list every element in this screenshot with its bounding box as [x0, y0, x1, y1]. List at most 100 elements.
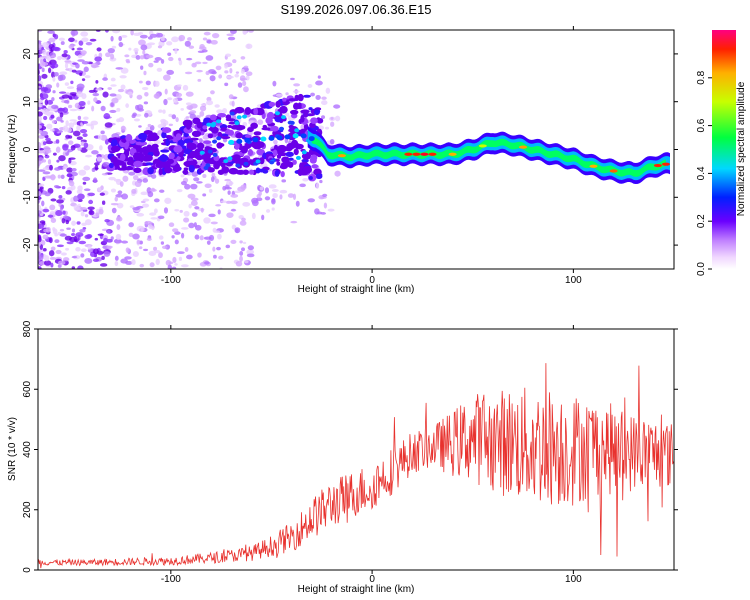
noise-blob [132, 112, 137, 117]
noise-blob [103, 113, 111, 120]
noise-blob [60, 119, 64, 123]
noise-blob [46, 99, 54, 105]
noise-blob [56, 116, 63, 122]
noise-blob [195, 115, 201, 119]
noise-blob [38, 129, 43, 134]
noise-blob [38, 210, 42, 215]
noise-blob [121, 193, 129, 200]
noise-blob [154, 80, 160, 87]
noise-blob [62, 107, 69, 113]
noise-blob [38, 157, 43, 161]
noise-blob [42, 167, 49, 171]
noise-blob [206, 240, 211, 245]
noise-blob [138, 39, 146, 46]
spec-ytick-label: 0 [22, 146, 33, 152]
signal-blob [274, 169, 280, 177]
spectrogram-xlabel: Height of straight line (km) [298, 284, 415, 295]
signal-blob [133, 167, 142, 174]
noise-blob [142, 203, 150, 208]
signal-blob [297, 102, 302, 109]
signal-blob-bright [199, 150, 205, 155]
noise-blob [275, 93, 283, 97]
ridge-blob [260, 136, 267, 142]
noise-blob [71, 255, 78, 259]
noise-blob [162, 109, 166, 114]
noise-blob [51, 63, 59, 69]
noise-blob [138, 80, 143, 84]
noise-blob [285, 92, 289, 96]
noise-blob [56, 199, 64, 204]
noise-blob [168, 222, 175, 228]
noise-blob [214, 104, 220, 108]
noise-blob [271, 188, 279, 192]
noise-blob [100, 134, 108, 141]
noise-blob [243, 65, 249, 69]
signal-blob [259, 157, 265, 165]
noise-blob [135, 55, 141, 60]
noise-blob [125, 260, 133, 265]
noise-blob [107, 87, 112, 90]
noise-blob [231, 224, 237, 230]
noise-blob [193, 177, 200, 182]
noise-blob [38, 111, 43, 117]
noise-blob [197, 252, 202, 258]
noise-blob [240, 68, 245, 74]
noise-blob [51, 97, 55, 102]
noise-blob [285, 112, 290, 117]
noise-blob [136, 212, 145, 217]
noise-blob [92, 258, 100, 263]
noise-blob [124, 256, 132, 260]
noise-blob [193, 222, 197, 228]
noise-blob [117, 88, 125, 93]
noise-blob [149, 262, 155, 268]
noise-blob [38, 116, 43, 122]
signal-blob [204, 146, 211, 150]
noise-blob [80, 147, 88, 153]
noise-blob [78, 40, 84, 46]
noise-blob [220, 200, 228, 204]
signal-blob [187, 142, 197, 151]
noise-blob [194, 206, 200, 210]
noise-blob [131, 188, 137, 194]
noise-blob [99, 145, 103, 151]
noise-blob [38, 44, 43, 48]
noise-blob [130, 30, 134, 36]
noise-blob [189, 172, 193, 176]
signal-blob [311, 164, 319, 169]
signal-blob-bright [279, 126, 285, 131]
signal-blob [276, 146, 282, 155]
noise-blob [143, 70, 147, 76]
noise-blob [329, 138, 335, 145]
noise-blob [196, 181, 203, 184]
signal-blob [196, 121, 203, 129]
noise-blob [80, 206, 88, 211]
noise-blob [174, 209, 180, 212]
signal-blob [310, 117, 318, 124]
noise-blob [199, 235, 204, 241]
signal-blob [172, 138, 178, 143]
noise-blob [167, 97, 173, 101]
noise-blob [191, 171, 199, 177]
noise-blob [87, 206, 95, 210]
noise-blob [133, 47, 139, 53]
noise-blob [61, 185, 66, 190]
colorbar-tick-label: 0.6 [696, 118, 707, 132]
signal-blob [299, 162, 304, 170]
noise-blob [81, 120, 89, 124]
signal-blob [294, 143, 304, 150]
noise-blob [56, 244, 64, 248]
noise-blob [116, 107, 121, 112]
noise-blob [202, 193, 207, 197]
noise-blob [101, 200, 106, 205]
noise-blob [76, 47, 84, 51]
noise-blob [53, 34, 59, 40]
noise-blob [91, 150, 99, 155]
noise-blob [172, 97, 179, 103]
noise-blob [147, 173, 153, 178]
signal-blob [153, 149, 160, 157]
signal-blob [227, 124, 233, 129]
noise-blob [46, 123, 53, 130]
signal-blob [207, 133, 214, 139]
noise-blob [82, 181, 87, 185]
